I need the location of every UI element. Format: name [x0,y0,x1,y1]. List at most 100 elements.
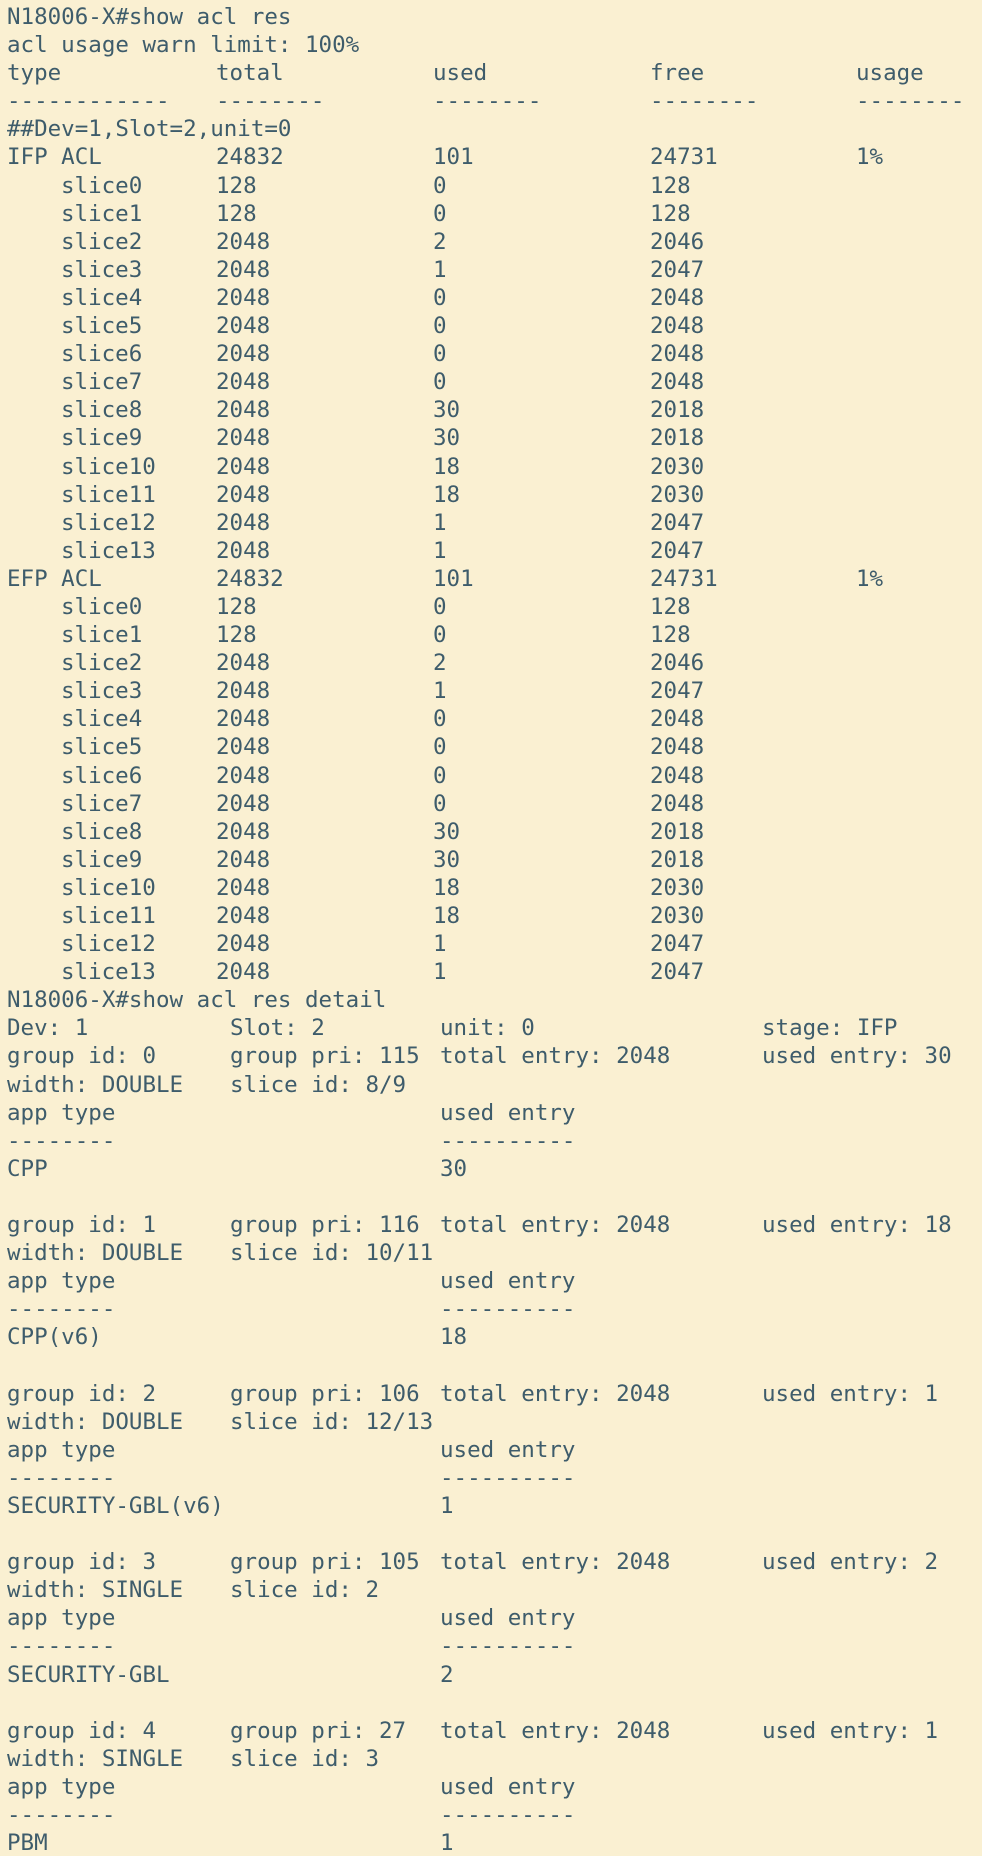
summary-table-row: slice9 2048 30 2018 [0,846,982,874]
cell-total: 2048 [216,846,271,873]
cell-type: slice6 [61,762,143,789]
cell-type: slice0 [61,172,143,199]
cell-total: 24832 [216,144,284,171]
summary-table-row: slice2 2048 2 2046 [0,228,982,256]
summary-table-row: slice5 2048 0 2048 [0,733,982,761]
cell-free: 2047 [650,509,705,536]
cell-used: 18 [433,903,461,929]
cell-free: 2018 [650,818,705,845]
app-table-header: app type used entry [0,1267,982,1295]
field-group-id: group id: 0 [7,1043,157,1070]
field-slot: Slot: 2 [230,1015,325,1042]
summary-table-row: IFP ACL 24832 101 24731 1% [0,143,982,171]
cell-used-entry: 1 [440,1830,454,1856]
cell-free: 2018 [650,397,705,424]
cell-type: slice7 [61,790,143,817]
cell-total: 2048 [216,341,271,368]
cell-total: 128 [216,622,257,649]
cell-type: slice8 [61,818,143,845]
cell-free: 2030 [650,481,705,508]
cell-used: 2 [433,650,447,677]
field-total-entry: total entry: 2048 [440,1043,671,1070]
cell-total: 2048 [216,453,271,480]
summary-table-row: slice0 128 0 128 [0,172,982,200]
app-table-row: CPP 30 [0,1155,982,1183]
column-header-used-entry: used entry [440,1773,576,1800]
cell-used: 2 [433,228,447,255]
cell-total: 2048 [216,903,271,929]
cell-free: 128 [650,622,691,649]
cell-type: slice13 [61,537,156,564]
column-header-total: total [216,60,284,87]
summary-table-row: slice10 2048 18 2030 [0,874,982,902]
separator-dashes: ---------- [440,1464,576,1491]
summary-table-row: slice11 2048 18 2030 [0,902,982,930]
command-line: N18006-X#show acl res [0,3,982,31]
column-header-type: type [7,60,62,87]
cell-used: 18 [433,481,461,508]
cell-type: slice2 [61,228,143,255]
cell-type: slice8 [61,397,143,424]
cell-used: 0 [433,369,447,396]
cell-used-entry: 1 [440,1492,454,1519]
summary-table-row: slice12 2048 1 2047 [0,509,982,537]
cell-usage: 1% [856,144,884,171]
summary-table-row: slice3 2048 1 2047 [0,677,982,705]
group-info-line: group id: 2 group pri: 106 total entry: 20… [0,1380,982,1408]
app-table-header: app type used entry [0,1773,982,1801]
cell-type: slice3 [61,678,143,705]
separator-dashes: -------- [7,1127,116,1154]
cell-used: 0 [433,172,447,199]
cell-free: 2048 [650,762,705,789]
field-slice-id: slice id: 8/9 [230,1071,407,1098]
summary-table-row: slice13 2048 1 2047 [0,958,982,986]
app-table-separator: -------- ---------- [0,1295,982,1323]
cell-used-entry: 2 [440,1661,454,1688]
app-table-header: app type used entry [0,1099,982,1127]
column-header-used-entry: used entry [440,1436,576,1463]
separator-dashes: -------- [650,88,759,115]
cell-total: 2048 [216,481,271,508]
cell-app-type: SECURITY-GBL(v6) [7,1492,224,1519]
cell-type: slice13 [61,959,156,986]
cell-total: 2048 [216,959,271,986]
cell-total: 2048 [216,284,271,311]
cell-total: 2048 [216,790,271,817]
separator-dashes: ---------- [440,1633,576,1660]
cell-total: 2048 [216,678,271,705]
cell-free: 128 [650,200,691,227]
cell-free: 2030 [650,903,705,929]
cell-free: 2047 [650,256,705,283]
cell-used: 101 [433,565,474,592]
field-width: width: DOUBLE [7,1408,184,1435]
cell-used: 1 [433,509,447,536]
cell-free: 2018 [650,425,705,452]
blank-line [0,1352,982,1380]
separator-dashes: -------- [7,1802,116,1828]
summary-table-row: slice2 2048 2 2046 [0,649,982,677]
cell-total: 2048 [216,818,271,845]
cell-free: 2048 [650,734,705,761]
app-table-header: app type used entry [0,1604,982,1632]
column-header-app-type: app type [7,1436,116,1463]
field-group-pri: group pri: 115 [230,1043,420,1070]
cell-total: 2048 [216,509,271,536]
column-header-app-type: app type [7,1268,116,1295]
summary-table-row: slice12 2048 1 2047 [0,930,982,958]
field-slice-id: slice id: 10/11 [230,1240,434,1267]
cell-used: 0 [433,593,447,620]
column-header-app-type: app type [7,1773,116,1800]
cell-total: 2048 [216,313,271,340]
cell-total: 128 [216,593,257,620]
field-slice-id: slice id: 12/13 [230,1408,434,1435]
cell-total: 2048 [216,256,271,283]
group-width-line: width: SINGLE slice id: 3 [0,1745,982,1773]
app-table-separator: -------- ---------- [0,1801,982,1829]
cell-free: 2048 [650,341,705,368]
summary-header-row: type total used free usage [0,59,982,87]
field-width: width: DOUBLE [7,1240,184,1267]
cell-used: 0 [433,284,447,311]
column-header-free: free [650,60,705,87]
blank-line [0,1520,982,1548]
